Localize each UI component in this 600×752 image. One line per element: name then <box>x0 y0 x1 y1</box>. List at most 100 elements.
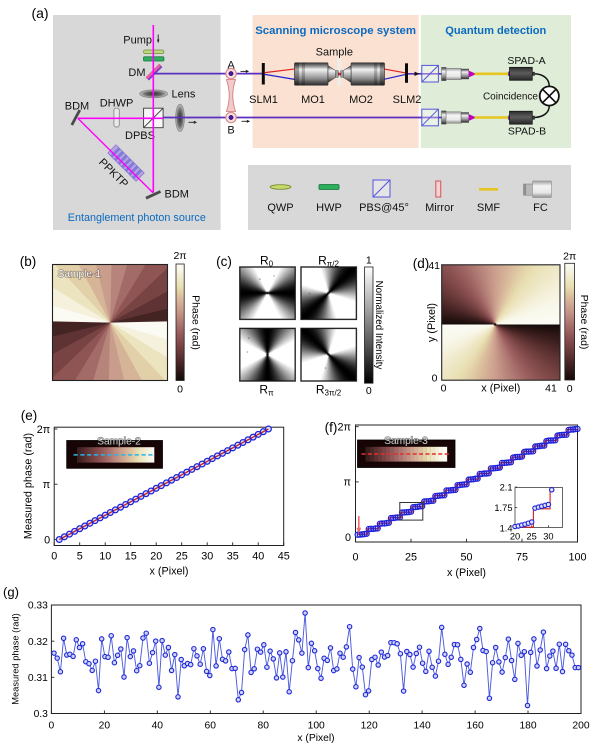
svg-text:2π: 2π <box>563 251 576 263</box>
svg-text:60: 60 <box>205 721 217 732</box>
svg-text:Rπ/2: Rπ/2 <box>318 254 339 269</box>
svg-text:0: 0 <box>441 383 447 395</box>
svg-text:2π: 2π <box>37 424 50 436</box>
svg-text:100: 100 <box>308 721 325 732</box>
svg-text:1.4: 1.4 <box>500 523 513 533</box>
svg-text:160: 160 <box>466 721 483 732</box>
svg-text:(d): (d) <box>413 256 430 271</box>
svg-text:50: 50 <box>460 552 472 564</box>
svg-text:R3π/2: R3π/2 <box>316 383 342 398</box>
svg-text:180: 180 <box>519 721 536 732</box>
svg-text:0: 0 <box>177 384 183 396</box>
svg-text:DPBS: DPBS <box>125 130 155 142</box>
svg-text:Phase (rad): Phase (rad) <box>190 295 202 350</box>
svg-text:100: 100 <box>568 552 586 564</box>
svg-text:x (Pixel): x (Pixel) <box>150 566 189 578</box>
svg-text:SPAD-A: SPAD-A <box>507 55 545 67</box>
svg-text:Pump: Pump <box>123 35 152 47</box>
svg-text:Entanglement photon source: Entanglement photon source <box>68 212 206 224</box>
svg-text:DHWP: DHWP <box>100 98 134 110</box>
svg-text:Measured phase (rad): Measured phase (rad) <box>22 433 34 539</box>
svg-text:0: 0 <box>51 551 57 563</box>
svg-text:41: 41 <box>545 383 557 395</box>
svg-text:Normalized Intensity: Normalized Intensity <box>373 281 384 370</box>
svg-text:BDM: BDM <box>65 101 89 113</box>
svg-text:10: 10 <box>99 551 111 563</box>
svg-text:25: 25 <box>405 552 417 564</box>
svg-text:A: A <box>227 60 235 72</box>
svg-text:1.75: 1.75 <box>494 503 512 513</box>
svg-text:SMF: SMF <box>477 202 501 214</box>
svg-text:(a): (a) <box>31 5 48 21</box>
svg-text:SLM1: SLM1 <box>249 94 278 106</box>
svg-text:41: 41 <box>428 260 440 272</box>
svg-text:80: 80 <box>258 721 270 732</box>
svg-text:0: 0 <box>49 721 55 732</box>
svg-text:(g): (g) <box>3 585 19 600</box>
svg-text:20: 20 <box>99 721 111 732</box>
svg-text:140: 140 <box>414 721 431 732</box>
svg-text:DM: DM <box>128 67 145 79</box>
svg-text:(b): (b) <box>20 254 37 269</box>
svg-text:15: 15 <box>125 551 137 563</box>
svg-text:y (Pixel): y (Pixel) <box>426 303 438 342</box>
svg-text:200: 200 <box>572 721 589 732</box>
svg-text:FC: FC <box>533 202 548 214</box>
svg-text:30: 30 <box>543 532 553 542</box>
svg-text:20: 20 <box>510 532 520 542</box>
svg-text:5: 5 <box>77 551 83 563</box>
svg-text:Phase (rad): Phase (rad) <box>578 295 590 350</box>
svg-text:QWP: QWP <box>267 202 293 214</box>
svg-text:B: B <box>227 125 234 137</box>
svg-text:MO2: MO2 <box>349 94 373 106</box>
svg-text:(f): (f) <box>325 420 338 435</box>
svg-text:Coincidence: Coincidence <box>483 92 538 103</box>
svg-text:Mirror: Mirror <box>425 202 454 214</box>
svg-text:Sample-3: Sample-3 <box>384 436 428 447</box>
svg-text:35: 35 <box>227 551 239 563</box>
svg-text:0.32: 0.32 <box>28 637 48 648</box>
svg-text:π: π <box>344 477 351 489</box>
svg-text:2.1: 2.1 <box>500 482 513 492</box>
svg-text:PBS@45°: PBS@45° <box>359 202 409 214</box>
svg-text:40: 40 <box>152 721 164 732</box>
svg-text:25: 25 <box>527 532 537 542</box>
svg-text:Quantum detection: Quantum detection <box>445 25 546 37</box>
svg-text:0: 0 <box>366 385 372 397</box>
svg-text:0: 0 <box>352 552 358 564</box>
svg-text:45: 45 <box>278 551 290 563</box>
svg-text:(e): (e) <box>21 408 38 423</box>
svg-text:R0: R0 <box>260 254 274 269</box>
svg-text:2π: 2π <box>338 422 351 434</box>
svg-text:Rπ: Rπ <box>259 383 274 398</box>
svg-text:HWP: HWP <box>316 202 342 214</box>
svg-text:1: 1 <box>366 255 372 267</box>
svg-text:30: 30 <box>201 551 213 563</box>
svg-text:0.33: 0.33 <box>28 601 48 612</box>
svg-text:120: 120 <box>361 721 378 732</box>
svg-text:Measured phase (rad): Measured phase (rad) <box>11 613 21 704</box>
svg-text:0.31: 0.31 <box>28 673 48 684</box>
svg-text:0.3: 0.3 <box>34 709 49 720</box>
svg-text:Lens: Lens <box>172 89 196 101</box>
svg-text:x (Pixel): x (Pixel) <box>297 733 334 744</box>
svg-text:0: 0 <box>345 532 351 544</box>
svg-text:MO1: MO1 <box>301 94 325 106</box>
svg-text:Sample-2: Sample-2 <box>97 436 141 447</box>
svg-text:0: 0 <box>567 383 573 395</box>
svg-text:SLM2: SLM2 <box>393 94 422 106</box>
svg-text:Sample: Sample <box>316 47 353 59</box>
svg-text:Scanning microscope system: Scanning microscope system <box>255 25 416 37</box>
svg-text:0: 0 <box>44 534 50 546</box>
svg-text:25: 25 <box>176 551 188 563</box>
svg-text:40: 40 <box>252 551 264 563</box>
svg-text:BDM: BDM <box>165 189 189 201</box>
svg-text:Sample-1: Sample-1 <box>58 269 102 280</box>
svg-text:(c): (c) <box>216 254 232 269</box>
svg-text:SPAD-B: SPAD-B <box>508 126 546 138</box>
svg-text:x (Pixel): x (Pixel) <box>447 567 486 579</box>
svg-text:0: 0 <box>432 373 438 385</box>
svg-text:2π: 2π <box>173 250 186 262</box>
svg-text:π: π <box>43 479 50 491</box>
svg-text:20: 20 <box>150 551 162 563</box>
